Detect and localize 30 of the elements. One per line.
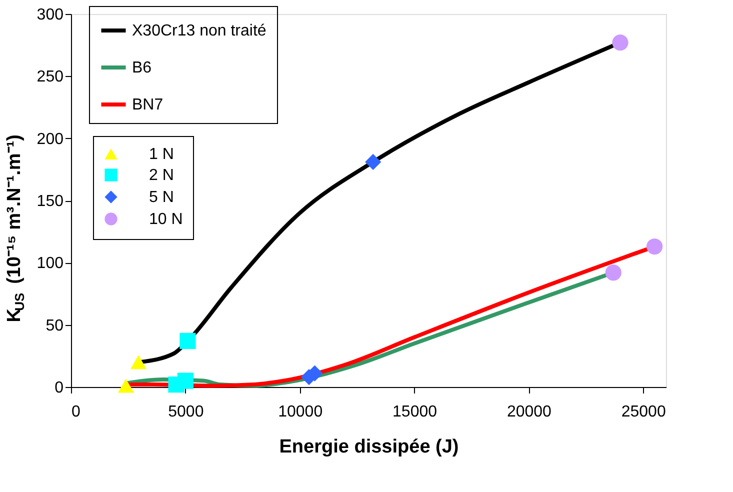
point [365, 154, 382, 170]
point [646, 238, 663, 255]
point [605, 264, 622, 281]
x-axis-title: Energie dissipée (J) [279, 436, 459, 458]
point [612, 34, 628, 51]
x-tick-label: 15000 [392, 404, 438, 420]
point [180, 332, 196, 350]
y-tick-label: 100 [36, 255, 64, 272]
legend-label: 10 N [149, 211, 183, 228]
x-tick-label: 25000 [621, 404, 666, 420]
legend-label: B6 [132, 60, 152, 76]
y-axis-title: KUS (10⁻¹⁵ m³.N⁻¹.m⁻¹) [4, 134, 27, 322]
legend-label: 1 N [149, 146, 174, 163]
legend-label: 2 N [149, 167, 174, 184]
x-tick-label: 0 [72, 404, 80, 420]
point [118, 378, 134, 393]
point [130, 355, 147, 370]
y-tick-label: 0 [54, 380, 64, 396]
legend-label: BN7 [132, 96, 164, 114]
y-tick-label: 50 [46, 317, 64, 334]
y-tick-label: 250 [36, 68, 64, 86]
legend-label: 5 N [149, 189, 174, 206]
y-tick-label: 150 [36, 193, 64, 210]
y-tick-label: 200 [36, 130, 64, 148]
x-tick-label: 20000 [506, 404, 552, 420]
x-tick-label: 10000 [278, 404, 323, 420]
legend-label: X30Cr13 non traité [132, 22, 266, 40]
y-tick-label: 300 [36, 6, 64, 24]
x-tick-label: 5000 [168, 404, 204, 420]
point [177, 372, 194, 389]
